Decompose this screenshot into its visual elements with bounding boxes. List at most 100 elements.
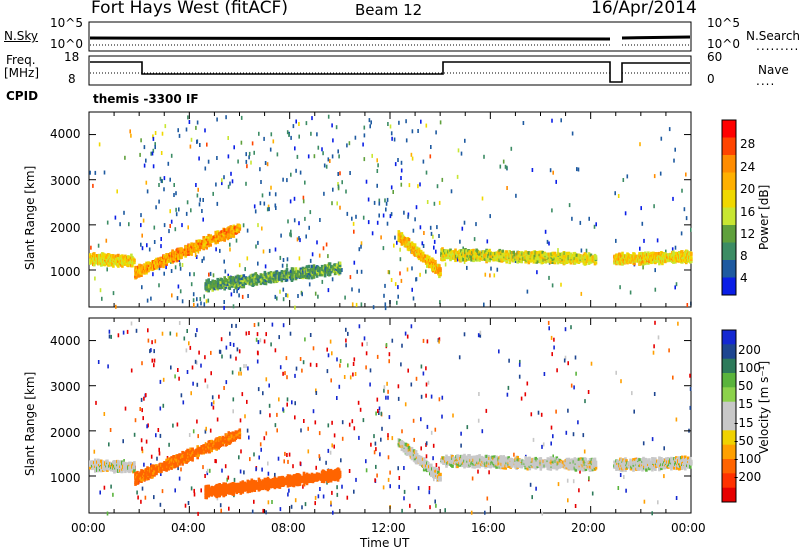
- noise-point: [362, 215, 365, 220]
- noise-point: [477, 333, 480, 338]
- noise-point: [103, 170, 106, 175]
- noise-point: [434, 499, 436, 504]
- noise-point: [140, 213, 142, 218]
- echo-cell: [190, 252, 193, 256]
- noise-point: [367, 197, 370, 202]
- noise-point: [394, 282, 397, 287]
- noise-point: [244, 414, 246, 419]
- noise-point: [267, 204, 270, 209]
- echo-cell: [134, 482, 137, 486]
- noise-point: [195, 360, 198, 365]
- noise-point: [152, 148, 155, 153]
- noise-point: [153, 495, 155, 500]
- noise-point: [400, 278, 403, 283]
- noise-point: [289, 199, 292, 204]
- noise-point: [349, 171, 351, 175]
- noise-point: [145, 158, 147, 163]
- noise-point: [400, 182, 403, 187]
- noise-point: [282, 371, 284, 376]
- noise-point: [261, 467, 263, 472]
- noise-point: [187, 225, 189, 230]
- noise-point: [318, 253, 321, 258]
- noise-point: [593, 224, 596, 229]
- noise-point: [266, 162, 269, 167]
- noise-point: [536, 270, 538, 275]
- noise-point: [263, 136, 265, 141]
- echo-cell: [650, 251, 653, 255]
- noise-point: [160, 472, 162, 476]
- echo-cell: [640, 262, 643, 266]
- noise-point: [140, 499, 142, 504]
- noise-point: [215, 247, 217, 252]
- echo-cell: [238, 431, 242, 435]
- echo-cell: [285, 278, 289, 282]
- echo-cell: [205, 496, 208, 500]
- noise-point: [403, 466, 405, 470]
- noise-point: [119, 222, 121, 227]
- echo-cell: [202, 247, 205, 251]
- noise-point: [486, 239, 489, 244]
- noise-point: [378, 201, 381, 206]
- noise-point: [185, 348, 188, 353]
- echo-cell: [130, 461, 133, 465]
- echo-cell: [181, 450, 184, 455]
- echo-cell: [237, 229, 241, 234]
- echo-cell: [302, 483, 306, 487]
- noise-point: [255, 337, 258, 342]
- noise-point: [393, 137, 396, 142]
- echo-cell: [121, 264, 124, 268]
- noise-point: [287, 459, 289, 464]
- noise-point: [389, 484, 391, 489]
- noise-point: [221, 468, 223, 473]
- noise-point: [259, 410, 262, 415]
- echo-cell: [520, 260, 523, 264]
- noise-point: [124, 155, 126, 160]
- noise-point: [178, 376, 180, 381]
- noise-point: [304, 180, 306, 185]
- noise-point: [219, 503, 222, 508]
- noise-point: [316, 240, 318, 245]
- noise-point: [477, 418, 480, 423]
- noise-point: [173, 183, 175, 187]
- noise-point: [668, 348, 670, 353]
- noise-point: [159, 502, 162, 507]
- noise-point: [141, 449, 144, 454]
- echo-cell: [202, 236, 205, 240]
- noise-point: [375, 447, 377, 452]
- echo-cell: [122, 461, 125, 465]
- noise-point: [400, 362, 402, 367]
- noise-point: [201, 258, 203, 263]
- noise-point: [257, 387, 260, 392]
- noise-point: [116, 189, 118, 194]
- noise-point: [174, 227, 177, 232]
- echo-cell: [178, 453, 181, 457]
- noise-point: [325, 242, 328, 247]
- noise-point: [282, 323, 285, 328]
- noise-point: [146, 424, 148, 429]
- echo-cell: [162, 264, 165, 269]
- noise-point: [168, 229, 170, 234]
- noise-point: [543, 372, 546, 376]
- noise-point: [619, 473, 622, 477]
- noise-point: [146, 189, 149, 194]
- echo-cell: [444, 249, 447, 253]
- echo-cell: [672, 260, 675, 264]
- noise-point: [225, 345, 228, 350]
- noise-point: [433, 239, 436, 244]
- noise-point: [209, 468, 211, 473]
- noise-point: [615, 370, 617, 375]
- noise-point: [223, 175, 225, 180]
- noise-point: [411, 266, 413, 271]
- noise-point: [411, 287, 413, 292]
- noise-point: [223, 259, 225, 264]
- noise-point: [493, 273, 496, 278]
- noise-point: [380, 235, 382, 240]
- noise-point: [333, 433, 336, 438]
- noise-point: [685, 172, 687, 177]
- noise-point: [175, 332, 178, 337]
- nsky-trace: [89, 35, 691, 46]
- noise-point: [169, 209, 171, 214]
- noise-point: [171, 293, 173, 298]
- noise-point: [304, 502, 307, 507]
- echo-cell: [156, 265, 159, 269]
